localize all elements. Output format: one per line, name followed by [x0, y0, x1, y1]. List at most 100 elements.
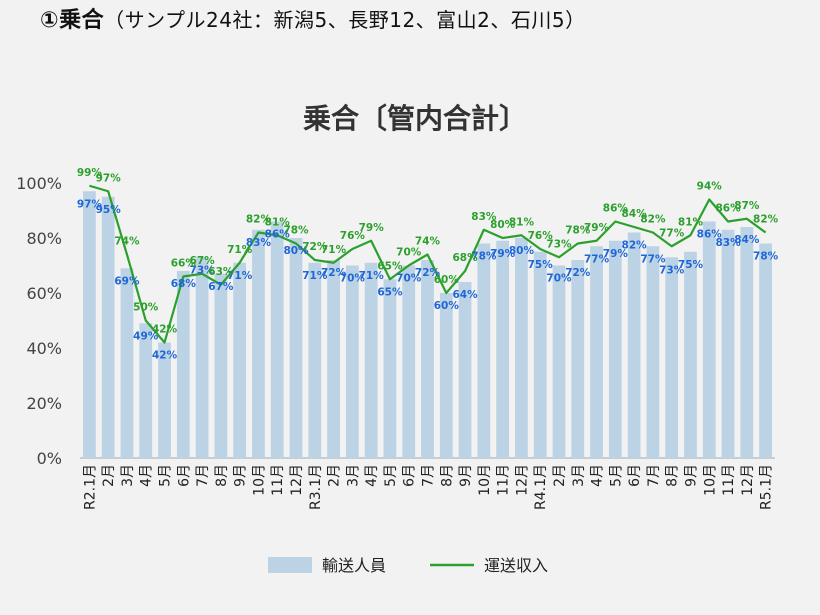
x-tick-label: 8月 [439, 464, 455, 487]
line-data-label: 97% [96, 172, 122, 184]
line-data-label: 63% [208, 266, 234, 278]
bar [702, 221, 716, 458]
line-data-label: 74% [114, 236, 140, 248]
y-tick-label: 0% [37, 449, 62, 468]
line-data-label: 42% [152, 324, 178, 336]
bar [252, 229, 265, 458]
bar-data-label: 70% [340, 273, 366, 285]
x-tick-label: 5月 [608, 464, 624, 487]
x-tick-label: 5月 [158, 464, 174, 487]
bar [327, 260, 340, 458]
line-data-label: 68% [452, 252, 478, 264]
bar [158, 342, 171, 458]
bar-data-label: 82% [622, 240, 648, 252]
x-tick-label: 4月 [590, 464, 606, 487]
bar-data-label: 80% [509, 245, 535, 257]
legend-label-bar: 輸送人員 [322, 556, 386, 575]
line-data-label: 67% [190, 255, 216, 267]
bar-data-label: 78% [753, 251, 779, 263]
bar-data-label: 65% [377, 286, 403, 298]
line-data-label: 87% [734, 200, 760, 212]
x-tick-label: 8月 [214, 464, 230, 487]
section-heading: ①乗合（サンプル24社：新潟5、長野12、富山2、石川5） [40, 2, 586, 34]
x-tick-label: 11月 [496, 464, 512, 496]
bar-data-label: 73% [190, 264, 216, 276]
bar-data-label: 77% [584, 253, 610, 265]
chart-title: 乗合〔管内合計〕 [303, 102, 527, 135]
line-data-label: 81% [509, 216, 535, 228]
x-tick-label: 10月 [477, 464, 493, 496]
line-data-label: 70% [396, 247, 422, 259]
bar-data-label: 70% [396, 273, 422, 285]
x-tick-label: R4.1月 [533, 464, 549, 510]
bar [552, 265, 566, 458]
line-data-label: 74% [415, 236, 441, 248]
bar [458, 282, 472, 458]
x-tick-label: 6月 [402, 464, 418, 487]
bar-data-label: 86% [697, 229, 723, 241]
line-data-label: 65% [377, 260, 403, 272]
line-data-label: 79% [584, 222, 610, 234]
x-tick-label: R5.1月 [759, 464, 775, 510]
x-tick-label: 3月 [345, 464, 361, 487]
bar [308, 262, 322, 458]
bar-data-label: 49% [133, 330, 159, 342]
line-data-label: 60% [434, 274, 460, 286]
bar [383, 279, 397, 458]
bar-data-label: 73% [659, 264, 685, 276]
heading-main: ①乗合 [40, 8, 105, 33]
bar [759, 243, 772, 458]
line-data-label: 81% [265, 216, 291, 228]
bar [101, 196, 115, 458]
bar-data-label: 71% [302, 270, 328, 282]
x-tick-label: 3月 [571, 464, 587, 487]
bar-data-label: 68% [171, 278, 197, 290]
bar-data-label: 72% [415, 267, 441, 279]
x-tick-label: 2月 [552, 464, 568, 487]
line-series-path [89, 184, 767, 344]
bar-data-label: 75% [528, 259, 554, 271]
bar-data-label: 69% [114, 275, 140, 287]
line-data-label: 73% [546, 238, 572, 250]
line-data-label: 78% [283, 225, 309, 237]
bar [421, 260, 434, 458]
bar [439, 293, 453, 458]
bar [270, 221, 284, 458]
bar-data-label: 64% [452, 289, 478, 301]
x-tick-label: 7月 [421, 464, 437, 487]
line-data-label: 80% [490, 219, 516, 231]
x-tick-label: 4月 [364, 464, 380, 487]
bar [402, 265, 416, 458]
line-data-label: 66% [171, 258, 197, 270]
bar-data-label: 75% [678, 259, 704, 271]
bar [345, 265, 359, 458]
bar [120, 268, 134, 458]
line-data-label: 50% [133, 302, 159, 314]
x-tick-label: 3月 [120, 464, 136, 487]
bar [608, 240, 622, 458]
line-data-label: 78% [565, 225, 591, 237]
bar [195, 257, 209, 458]
line-data-label: 71% [227, 244, 253, 256]
x-tick-label: R3.1月 [308, 464, 324, 510]
bar-data-label: 72% [321, 267, 347, 279]
line-data-label: 99% [77, 167, 103, 179]
x-tick-label: 9月 [683, 464, 699, 487]
x-tick-label: 7月 [195, 464, 211, 487]
bar [627, 232, 641, 458]
bar [740, 227, 754, 458]
heading-sub: （サンプル24社：新潟5、長野12、富山2、石川5） [104, 8, 586, 32]
line-data-label: 76% [528, 230, 554, 242]
y-tick-label: 60% [26, 284, 62, 303]
bar [477, 243, 491, 458]
x-tick-label: 2月 [327, 464, 343, 487]
x-tick-label: 12月 [289, 464, 305, 496]
bar-data-label: 83% [246, 237, 272, 249]
bar [721, 229, 735, 458]
bar [515, 238, 528, 458]
x-tick-label: 11月 [270, 464, 286, 496]
x-tick-label: 11月 [721, 464, 737, 496]
line-data-label: 76% [340, 230, 366, 242]
y-tick-label: 80% [26, 229, 62, 248]
